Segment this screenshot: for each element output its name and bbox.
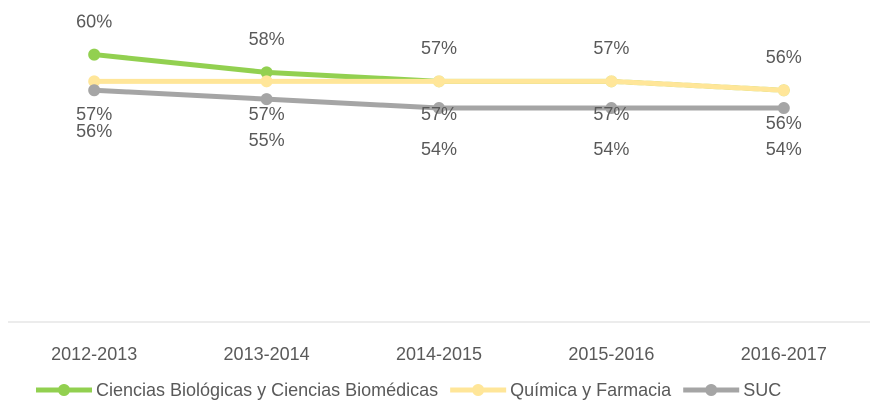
legend-label: Química y Farmacia xyxy=(510,380,672,400)
data-label: 57% xyxy=(421,104,457,124)
data-label: 54% xyxy=(766,139,802,159)
x-tick-label: 2015-2016 xyxy=(568,344,654,364)
point xyxy=(605,102,618,115)
data-label: 57% xyxy=(421,38,457,58)
data-label: 57% xyxy=(76,104,112,124)
x-tick-label: 2014-2015 xyxy=(396,344,482,364)
data-label: 57% xyxy=(593,38,629,58)
data-label: 56% xyxy=(766,47,802,67)
data-label: 56% xyxy=(76,121,112,141)
data-label: 58% xyxy=(249,29,285,49)
point xyxy=(777,84,790,97)
point xyxy=(433,75,445,88)
point xyxy=(260,66,273,79)
point xyxy=(605,75,618,88)
point xyxy=(260,93,273,106)
data-label: 55% xyxy=(249,130,285,150)
data-label: 60% xyxy=(76,11,112,31)
data-label: 54% xyxy=(593,139,629,159)
point xyxy=(777,102,790,115)
legend-label: SUC xyxy=(743,380,781,400)
point xyxy=(88,75,101,88)
data-label: 57% xyxy=(593,104,629,124)
point xyxy=(260,75,273,88)
legend-marker xyxy=(472,384,485,396)
x-tick-label: 2016-2017 xyxy=(741,344,827,364)
point xyxy=(88,84,101,97)
point xyxy=(88,48,101,61)
point xyxy=(433,102,445,115)
data-label: 54% xyxy=(421,139,457,159)
legend-marker xyxy=(705,384,718,396)
legend-marker xyxy=(58,384,70,396)
x-tick-label: 2012-2013 xyxy=(51,344,137,364)
data-label: 57% xyxy=(249,104,285,124)
data-label: 56% xyxy=(766,113,802,133)
x-tick-label: 2013-2014 xyxy=(224,344,310,364)
legend-label: Ciencias Biológicas y Ciencias Biomédica… xyxy=(96,380,438,400)
